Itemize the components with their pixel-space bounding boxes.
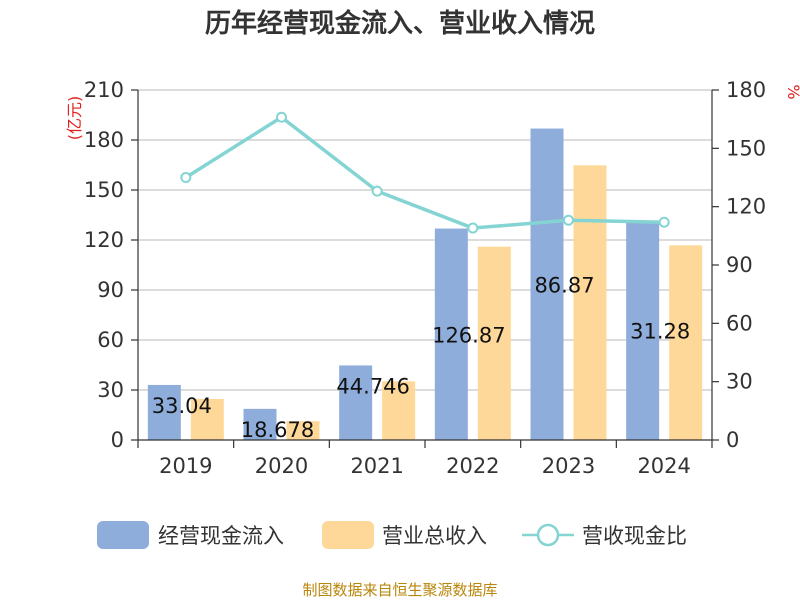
chart-title: 历年经营现金流入、营业收入情况 <box>205 8 595 39</box>
bar-layer <box>147 128 703 441</box>
bar-revenue <box>286 421 320 440</box>
left-tick-label: 30 <box>97 378 124 402</box>
x-tick-label: 2020 <box>255 454 308 478</box>
left-tick-label: 0 <box>111 428 124 452</box>
ratio-point <box>371 185 383 197</box>
left-tick-label: 210 <box>84 78 124 102</box>
right-tick-label: 60 <box>726 311 753 335</box>
ratio-point <box>658 216 670 228</box>
ratio-point <box>276 111 287 123</box>
bar-cash-inflow <box>243 408 277 440</box>
axis-layer: 0 30 60 90 120 150 180 210 0 30 60 90 120 150 180 2019 2… <box>84 78 766 478</box>
x-tick-label: 2022 <box>446 454 499 478</box>
x-tick-label: 2019 <box>159 454 212 478</box>
bar-cash-inflow <box>434 228 468 440</box>
bar-cash-inflow <box>626 221 660 440</box>
bar-revenue <box>573 165 607 441</box>
x-tick-label: 2024 <box>637 454 690 478</box>
right-tick-label: 180 <box>726 78 766 102</box>
right-tick-label: 90 <box>726 253 753 277</box>
bar-data-label: 31.28 <box>630 320 690 344</box>
ratio-line <box>184 115 665 230</box>
bar-data-label: 18.678 <box>241 418 314 442</box>
left-tick-label: 90 <box>97 278 124 302</box>
right-tick-label: 120 <box>726 195 766 219</box>
bar-cash-inflow <box>339 365 373 440</box>
right-tick-label: 30 <box>726 370 753 394</box>
right-tick-label: 0 <box>726 428 739 452</box>
ratio-point <box>180 172 192 183</box>
bar-data-label: 44.746 <box>336 374 409 398</box>
legend-cash-inflow-label: 经营现金流入 <box>158 524 284 548</box>
left-tick-label: 60 <box>97 328 124 352</box>
line-layer <box>180 111 670 234</box>
bar-data-label: 86.87 <box>534 273 594 297</box>
left-axis-unit: (亿元) <box>65 96 84 141</box>
grid-layer <box>138 89 712 391</box>
bar-revenue <box>382 381 416 440</box>
left-tick-label: 180 <box>84 128 124 152</box>
x-tick-label: 2021 <box>350 454 403 478</box>
bar-cash-inflow <box>147 384 181 440</box>
label-layer: 33.04 18.678 44.746 126.87 86.87 31.28 <box>152 273 690 442</box>
legend-revenue-swatch <box>322 521 374 549</box>
legend: 经营现金流入 营业总收入 营收现金比 <box>97 521 687 549</box>
bar-cash-inflow <box>530 128 564 441</box>
legend-ratio-label: 营收现金比 <box>582 524 687 548</box>
source-text: 制图数据来自恒生聚源数据库 <box>302 581 497 599</box>
left-tick-label: 150 <box>84 178 124 202</box>
legend-ratio-swatch-marker <box>536 523 560 547</box>
left-tick-label: 120 <box>84 228 124 252</box>
legend-cash-inflow-swatch <box>97 521 149 549</box>
bar-revenue <box>190 399 224 440</box>
ratio-point <box>467 222 479 234</box>
bar-revenue <box>477 246 511 440</box>
bar-data-label: 33.04 <box>152 394 212 418</box>
right-axis-unit: % <box>784 84 800 99</box>
bar-revenue <box>669 245 703 440</box>
legend-revenue-label: 营业总收入 <box>382 524 487 548</box>
x-tick-label: 2023 <box>542 454 595 478</box>
bar-data-label: 126.87 <box>432 323 505 347</box>
ratio-point <box>563 214 574 226</box>
right-tick-label: 150 <box>726 136 766 160</box>
